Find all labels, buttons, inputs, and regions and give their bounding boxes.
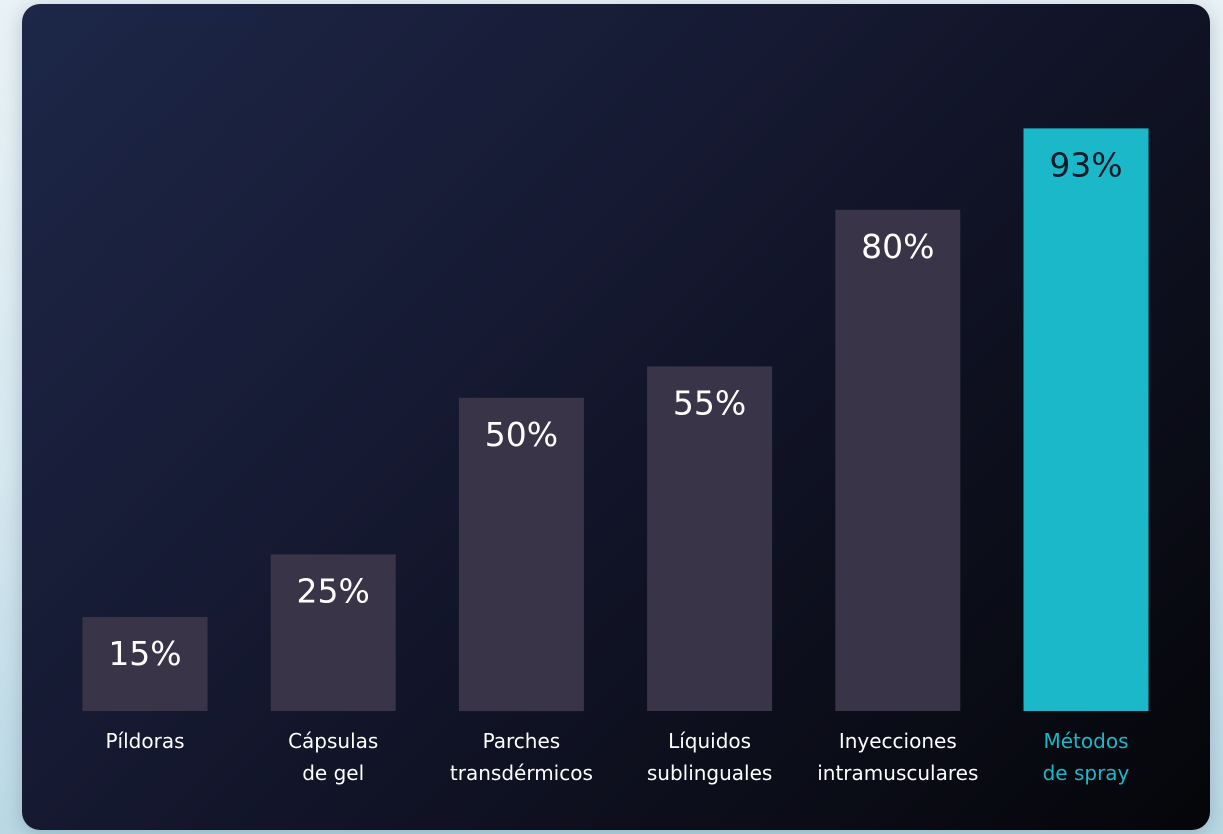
bar-4 <box>835 209 961 712</box>
bar-value-label-4: 80% <box>861 227 934 266</box>
bar-1 <box>270 554 396 711</box>
bar-5 <box>1023 128 1149 711</box>
chart-card: 15% Píldoras 25% Cápsulas de gel 50% Parches tr… <box>22 4 1210 830</box>
category-label-5: Métodos de spray <box>1043 729 1130 785</box>
category-label-2: Parches transdérmicos <box>450 729 593 785</box>
bar-0 <box>82 617 208 711</box>
bar-value-label-0: 15% <box>108 634 181 673</box>
bar-value-label-1: 25% <box>297 571 370 610</box>
bar-chart: 15% Píldoras 25% Cápsulas de gel 50% Parches tr… <box>82 128 1149 785</box>
bar-2 <box>458 397 584 712</box>
bar-3 <box>647 366 773 711</box>
category-label-0: Píldoras <box>105 729 184 753</box>
bar-value-label-5: 93% <box>1049 145 1122 184</box>
bar-value-label-3: 55% <box>673 383 746 422</box>
category-label-4: Inyecciones intramusculares <box>817 729 978 785</box>
bar-value-label-2: 50% <box>485 415 558 454</box>
category-label-3: Líquidos sublinguales <box>647 729 773 785</box>
category-label-1: Cápsulas de gel <box>288 729 378 785</box>
